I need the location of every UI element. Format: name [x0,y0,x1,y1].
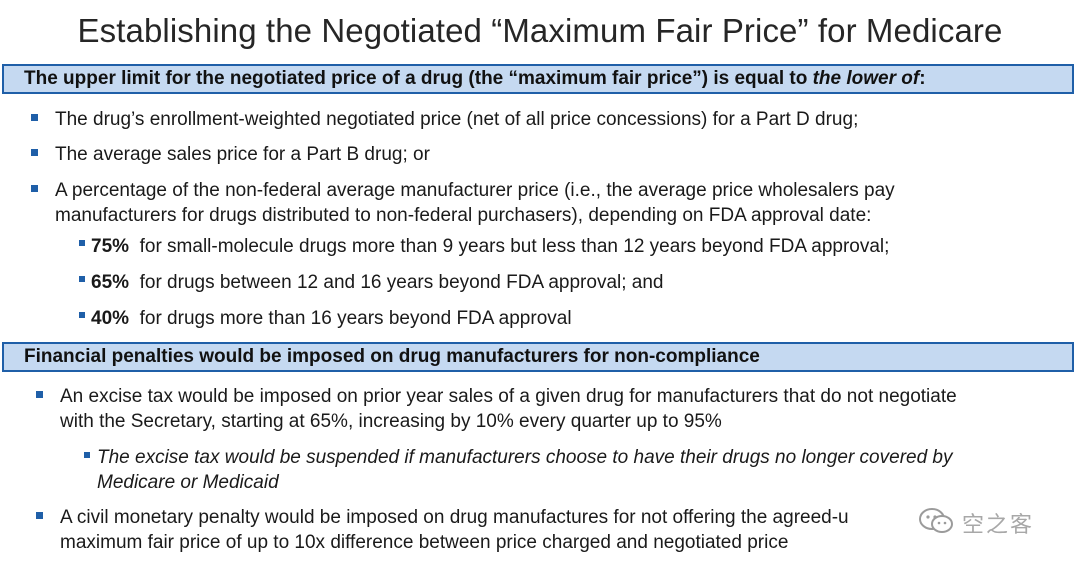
section-header-end: : [919,68,926,89]
bullet-marker [31,185,38,192]
section-header-text: The upper limit for the negotiated price… [24,68,813,89]
list-item: A percentage of the non-federal average … [55,180,895,201]
watermark-text: 空之客 [962,513,1035,538]
wechat-icon [919,508,953,533]
section-header-italic: the lower of [812,68,920,89]
sub-list-item: The excise tax would be suspended if man… [97,447,953,468]
sub-list-text: for drugs more than 16 years beyond FDA … [139,308,572,329]
percentage-label: 40% [91,308,130,329]
watermark: 空之客 [918,505,1048,538]
bullet-marker [36,391,43,398]
sub-list-item: 40% for drugs more than 16 years beyond … [91,306,572,331]
sub-list-item-continuation: Medicare or Medicaid [97,472,279,493]
sub-list-item: 75% for small-molecule drugs more than 9… [91,234,889,259]
sub-bullet-marker [79,276,85,282]
sub-bullet-marker [84,452,90,458]
list-item: An excise tax would be imposed on prior … [60,386,957,407]
sub-bullet-marker [79,240,85,246]
percentage-label: 65% [91,272,130,293]
list-item: The average sales price for a Part B dru… [55,144,430,165]
sub-list-text: for drugs between 12 and 16 years beyond… [139,272,664,293]
section-header-penalties: Financial penalties would be imposed on … [2,342,1074,372]
percentage-label: 75% [91,236,130,257]
section-header-max-fair-price: The upper limit for the negotiated price… [2,64,1074,94]
sub-list-text: for small-molecule drugs more than 9 yea… [139,236,890,257]
sub-bullet-marker [79,312,85,318]
list-item-continuation: with the Secretary, starting at 65%, inc… [60,411,722,432]
list-item: The drug’s enrollment-weighted negotiate… [55,109,859,130]
list-item-continuation: maximum fair price of up to 10x differen… [60,532,789,553]
sub-list-item: 65% for drugs between 12 and 16 years be… [91,270,664,295]
bullet-marker [31,114,38,121]
list-item: A civil monetary penalty would be impose… [60,507,849,528]
list-item-continuation: manufacturers for drugs distributed to n… [55,205,872,226]
page-title: Establishing the Negotiated “Maximum Fai… [77,12,1003,49]
bullet-marker [36,512,43,519]
bullet-marker [31,149,38,156]
